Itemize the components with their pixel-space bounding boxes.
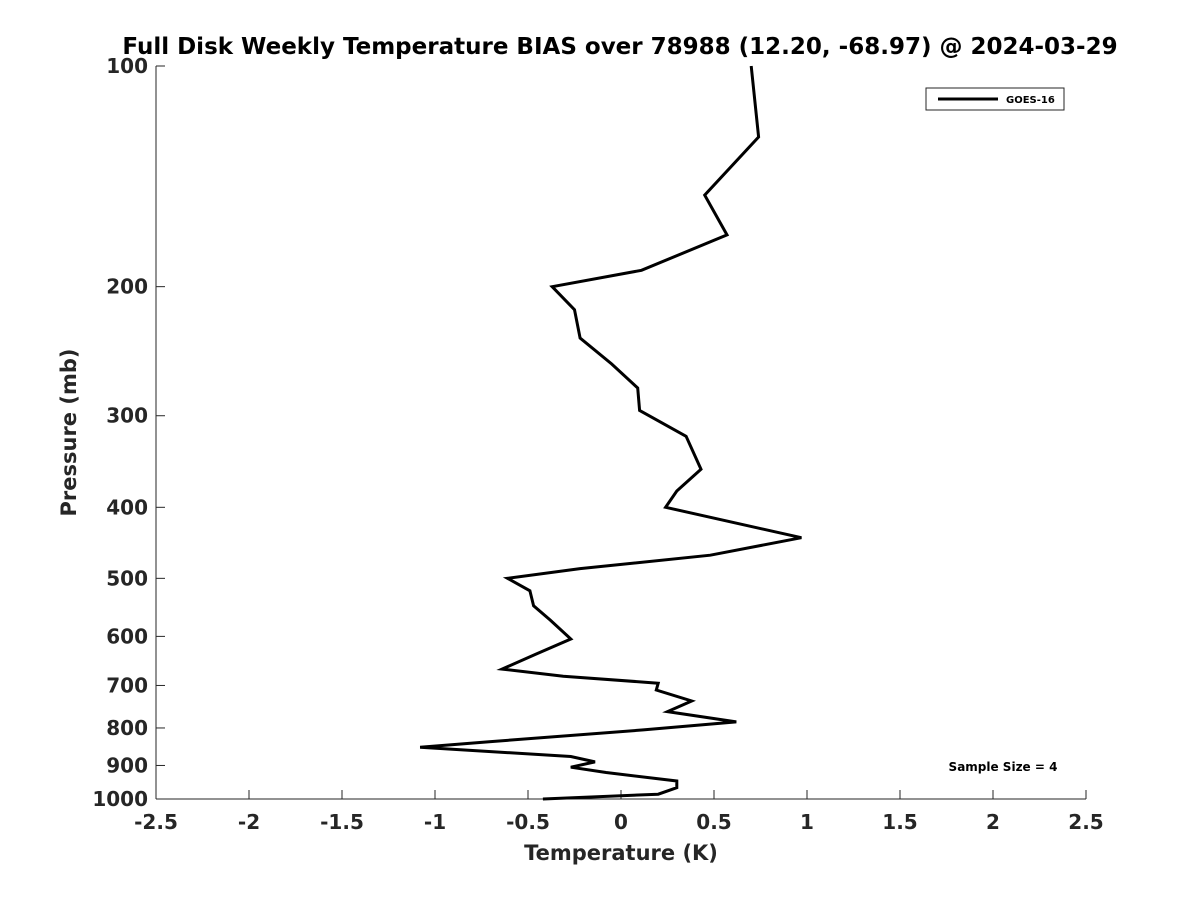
x-tick-label: -1.5: [320, 810, 364, 834]
x-tick-label: 0: [614, 810, 628, 834]
x-tick-label: 2: [986, 810, 1000, 834]
y-tick-label: 900: [106, 753, 148, 777]
y-axis-label: Pressure (mb): [57, 349, 81, 517]
x-tick-label: -2.5: [134, 810, 178, 834]
x-axis-label: Temperature (K): [524, 841, 718, 865]
x-axis-ticks: -2.5 -2 -1.5 -1 -0.5 0 0.5 1 1.5 2 2.5: [134, 790, 1104, 834]
x-tick-label: -0.5: [506, 810, 550, 834]
legend: GOES-16: [925, 87, 1065, 111]
x-tick-label: 0.5: [696, 810, 731, 834]
legend-label-goes-16: GOES-16: [1006, 95, 1055, 106]
chart-title: Full Disk Weekly Temperature BIAS over 7…: [122, 34, 1117, 60]
series-line-goes-16: [419, 65, 802, 801]
y-tick-label: 100: [106, 54, 148, 78]
x-tick-label: -2: [238, 810, 260, 834]
y-tick-label: 600: [106, 624, 148, 648]
y-tick-label: 300: [106, 404, 148, 428]
x-tick-label: 1.5: [882, 810, 917, 834]
y-tick-label: 200: [106, 275, 148, 299]
x-tick-label: -1: [424, 810, 446, 834]
y-tick-label: 1000: [92, 787, 148, 811]
y-tick-label: 500: [106, 566, 148, 590]
y-tick-label: 700: [106, 673, 148, 697]
sample-size-note: Sample Size = 4: [949, 760, 1058, 774]
x-tick-label: 1: [800, 810, 814, 834]
y-tick-label: 400: [106, 495, 148, 519]
x-tick-label: 2.5: [1068, 810, 1103, 834]
y-tick-label: 800: [106, 716, 148, 740]
series-layer: [419, 65, 802, 801]
y-axis-ticks: 100 200 300 400 500 600 700 800 900 1000: [92, 54, 165, 811]
plot-axes: [155, 66, 1086, 800]
